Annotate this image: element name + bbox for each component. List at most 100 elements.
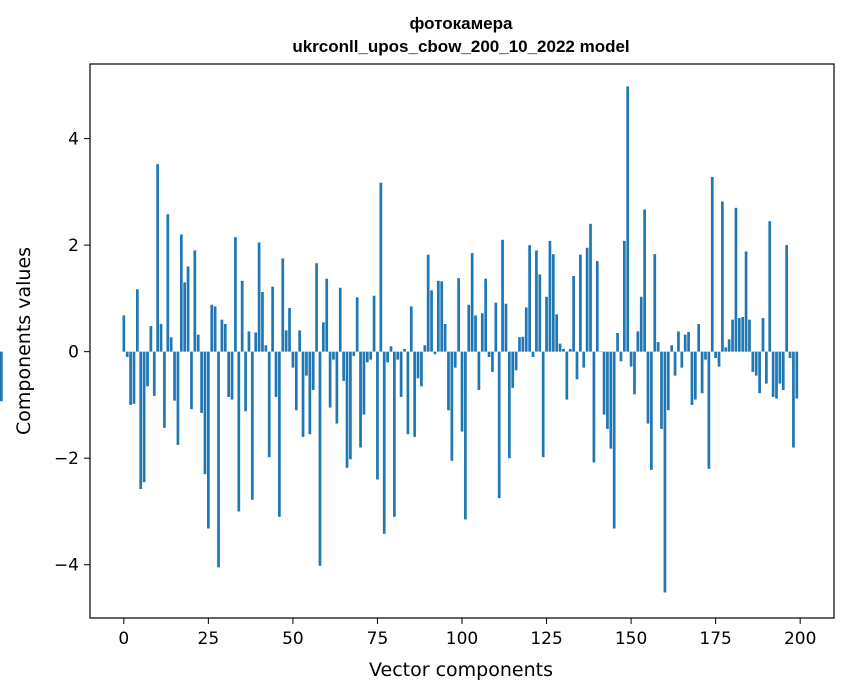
y-tick-label: −2 xyxy=(54,449,79,469)
bar xyxy=(135,289,139,352)
bar xyxy=(521,336,525,352)
bar xyxy=(778,351,782,384)
bar xyxy=(0,351,3,402)
bar xyxy=(345,351,349,468)
bar xyxy=(579,254,582,352)
bar xyxy=(149,326,153,352)
bar xyxy=(467,304,471,352)
bar xyxy=(416,351,420,379)
bar xyxy=(257,242,261,352)
bar xyxy=(792,351,795,448)
bar xyxy=(399,351,403,397)
y-tick-label: 4 xyxy=(68,130,79,150)
bar xyxy=(558,343,562,352)
bar xyxy=(159,323,163,352)
bar xyxy=(650,351,653,470)
bar xyxy=(724,347,728,352)
bar xyxy=(656,342,660,352)
bar xyxy=(349,351,352,460)
bar xyxy=(585,247,589,352)
bar xyxy=(680,351,684,368)
bar xyxy=(690,351,694,405)
x-tick-label: 75 xyxy=(367,629,389,649)
bar xyxy=(362,351,366,415)
bar xyxy=(284,330,288,352)
x-tick-label: 100 xyxy=(446,629,478,649)
bar xyxy=(710,176,714,352)
bar xyxy=(220,319,224,352)
bar xyxy=(318,351,322,566)
bar xyxy=(342,351,345,381)
bar xyxy=(261,291,264,352)
bar xyxy=(626,86,630,352)
bar xyxy=(717,351,721,367)
bar xyxy=(311,351,315,390)
bar xyxy=(406,351,410,435)
bar xyxy=(163,351,166,428)
bar xyxy=(555,314,559,352)
bar xyxy=(179,234,183,352)
bar xyxy=(734,207,738,352)
bar xyxy=(200,351,203,413)
bar xyxy=(795,351,799,399)
bar xyxy=(142,351,146,483)
bar xyxy=(365,351,369,363)
bar xyxy=(714,351,717,359)
bar xyxy=(196,334,200,352)
bar xyxy=(453,351,457,368)
x-tick-label: 0 xyxy=(118,629,129,649)
bar xyxy=(511,351,515,388)
chart-title-line-1: фотокамера xyxy=(410,14,513,33)
bar xyxy=(152,351,156,396)
bar xyxy=(464,351,467,520)
bar xyxy=(264,345,268,352)
bar xyxy=(460,351,464,432)
bar xyxy=(440,281,444,352)
bar xyxy=(156,164,159,352)
bar xyxy=(568,348,572,352)
bar xyxy=(619,351,623,362)
bar xyxy=(470,253,474,352)
x-axis-label: Vector components xyxy=(369,659,553,681)
bar xyxy=(744,251,748,352)
bar xyxy=(673,351,677,376)
bar xyxy=(609,351,613,449)
bar xyxy=(501,239,504,352)
bar xyxy=(396,351,400,360)
bar xyxy=(409,306,413,352)
chart-title-line-2: ukrconll_upos_cbow_200_10_2022 model xyxy=(292,37,629,56)
bar xyxy=(565,351,569,400)
bar xyxy=(480,313,484,352)
bar xyxy=(477,351,481,390)
bar xyxy=(386,351,389,363)
bar xyxy=(528,245,531,352)
bar xyxy=(504,303,508,352)
bar xyxy=(693,351,697,400)
bar xyxy=(355,297,359,352)
bar xyxy=(122,315,126,352)
bar xyxy=(237,351,241,512)
bar xyxy=(450,351,454,461)
bar xyxy=(785,245,789,352)
bar xyxy=(129,351,132,405)
bar xyxy=(291,351,295,368)
bar xyxy=(653,254,657,352)
bar xyxy=(660,351,663,429)
bar xyxy=(518,337,521,352)
bar xyxy=(403,348,406,352)
bar xyxy=(139,351,143,490)
bar xyxy=(643,209,646,352)
bar xyxy=(176,351,180,445)
bar xyxy=(457,278,460,352)
bar xyxy=(298,330,302,352)
bar xyxy=(788,351,792,359)
x-tick-label: 150 xyxy=(615,629,647,649)
bar xyxy=(146,351,149,387)
bar xyxy=(372,295,376,352)
bar xyxy=(203,351,207,475)
plot-area-frame xyxy=(89,63,835,619)
bar xyxy=(545,296,548,352)
bar xyxy=(308,351,312,435)
bar xyxy=(491,351,494,372)
bar xyxy=(704,351,707,360)
